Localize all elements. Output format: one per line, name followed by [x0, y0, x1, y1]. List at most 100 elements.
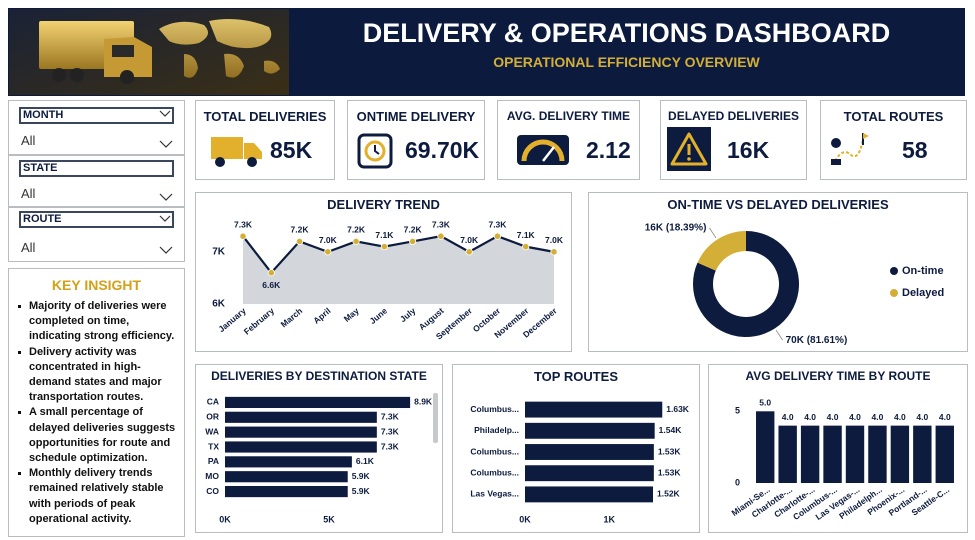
chevron — [159, 193, 173, 201]
data-label: 16K (18.39%) — [645, 223, 707, 234]
data-label: 4.0 — [849, 412, 861, 422]
y-tick-label: WA — [205, 426, 219, 436]
data-label: 8.9K — [414, 397, 433, 407]
bar — [935, 425, 954, 483]
x-tick-label: March — [279, 306, 305, 330]
truck-window — [112, 45, 134, 57]
y-tick-label: TX — [208, 441, 219, 451]
dashboard-title: DELIVERY & OPERATIONS DASHBOARD — [362, 18, 891, 48]
x-tick-label: 0K — [519, 514, 531, 524]
chart-panel: TOP ROUTES Columbus... 1.63K Philadelp... 1… — [452, 364, 700, 533]
filters: MONTH All STATE All ROUTE All — [8, 100, 185, 262]
data-label: 4.0 — [894, 412, 906, 422]
header-image — [9, 9, 289, 95]
slicer-label: MONTH — [19, 107, 174, 124]
point — [437, 232, 445, 240]
wheel — [52, 68, 66, 82]
insight-title: KEY INSIGHT — [51, 277, 142, 293]
data-label: 4.0 — [872, 412, 884, 422]
bar — [225, 456, 352, 468]
y-tick-label: Columbus... — [470, 446, 519, 456]
route-icon — [831, 133, 869, 165]
insight-item: Delivery activity was concentrated in hi… — [17, 345, 178, 406]
data-label: 1.53K — [658, 446, 682, 456]
slice — [693, 231, 799, 337]
slicer[interactable]: ROUTE All — [8, 207, 185, 262]
wheel — [120, 70, 134, 84]
data-label: 5.0 — [759, 398, 771, 408]
bar — [525, 444, 654, 460]
bar — [525, 422, 655, 439]
kpi-label: TOTAL DELIVERIES — [203, 109, 327, 124]
y-tick-label: CO — [206, 486, 219, 496]
bar — [525, 465, 654, 482]
bar — [225, 396, 411, 408]
bar — [525, 486, 653, 503]
point — [352, 237, 360, 246]
y-tick-label: OR — [206, 412, 219, 422]
kpi-label: ONTIME DELIVERY — [356, 109, 476, 124]
legend-swatch — [890, 289, 898, 297]
dashboard-subtitle: OPERATIONAL EFFICIENCY OVERVIEW — [493, 54, 760, 70]
insight-text: A small percentage of delayed deliveries… — [29, 406, 176, 465]
x-tick-label: February — [242, 305, 277, 336]
slicer[interactable]: STATE All — [8, 155, 185, 207]
chart-title: TOP ROUTES — [533, 369, 619, 384]
slicer-value: All — [21, 133, 36, 148]
header: DELIVERY & OPERATIONS DASHBOARD OPERATIO… — [8, 8, 965, 96]
scrollbar[interactable] — [433, 393, 438, 443]
kpi-card: AVG. DELIVERY TIME 2.12 — [497, 100, 640, 180]
point — [295, 237, 304, 246]
chevron — [159, 246, 173, 254]
x-tick-label: June — [367, 305, 389, 326]
chart-panel: AVG DELIVERY TIME BY ROUTE 5.0 Miami-Se..… — [708, 364, 968, 533]
data-label: 70K (81.61%) — [786, 335, 848, 346]
data-label: 4.0 — [827, 412, 839, 422]
data-label: 1.54K — [659, 425, 683, 435]
bar — [225, 441, 377, 453]
data-label: 1.53K — [658, 467, 682, 477]
data-label: 1.52K — [657, 489, 681, 499]
insight-item: A small percentage of delayed deliveries… — [17, 405, 178, 466]
bar — [225, 486, 348, 498]
data-label: 7.2K — [291, 225, 310, 235]
legend-label: On-time — [902, 265, 944, 277]
bar — [823, 425, 842, 483]
point — [550, 248, 558, 256]
slicer-label: STATE — [19, 160, 174, 177]
bar — [756, 411, 775, 483]
leader-line — [775, 329, 783, 341]
slicer-label: ROUTE — [19, 211, 174, 228]
bar — [225, 411, 377, 423]
insight-text: Majority of deliveries were completed on… — [29, 300, 175, 343]
legend-label: Delayed — [902, 287, 944, 299]
data-label: 7.1K — [375, 230, 394, 240]
point — [324, 248, 332, 256]
line — [242, 235, 555, 275]
data-label: 7.3K — [234, 219, 253, 229]
gauge-icon — [517, 135, 569, 165]
kpi-label: TOTAL ROUTES — [843, 109, 944, 124]
area — [243, 236, 554, 304]
data-label: 1.63K — [666, 404, 690, 414]
insight-text: Delivery activity was concentrated in hi… — [29, 345, 162, 404]
data-label: 6.1K — [356, 456, 375, 466]
chart-panel: DELIVERIES BY DESTINATION STATE CA 8.9K OR… — [195, 364, 443, 533]
data-label: 4.0 — [782, 412, 794, 422]
insight-item: Monthly delivery trends remained relativ… — [17, 466, 178, 527]
bar — [800, 425, 820, 483]
kpi-value: 85K — [270, 137, 313, 163]
point — [267, 269, 275, 277]
data-label: 4.0 — [804, 412, 816, 422]
point — [522, 243, 530, 251]
x-tick-label: April — [311, 306, 332, 326]
bar — [845, 425, 865, 483]
data-label: 7.0K — [545, 235, 564, 245]
point — [409, 237, 417, 246]
slicer[interactable]: MONTH All — [8, 100, 185, 155]
data-label: 7.2K — [347, 225, 366, 235]
slicer-value: All — [21, 240, 36, 255]
bar — [525, 401, 663, 418]
chevron — [159, 110, 171, 117]
